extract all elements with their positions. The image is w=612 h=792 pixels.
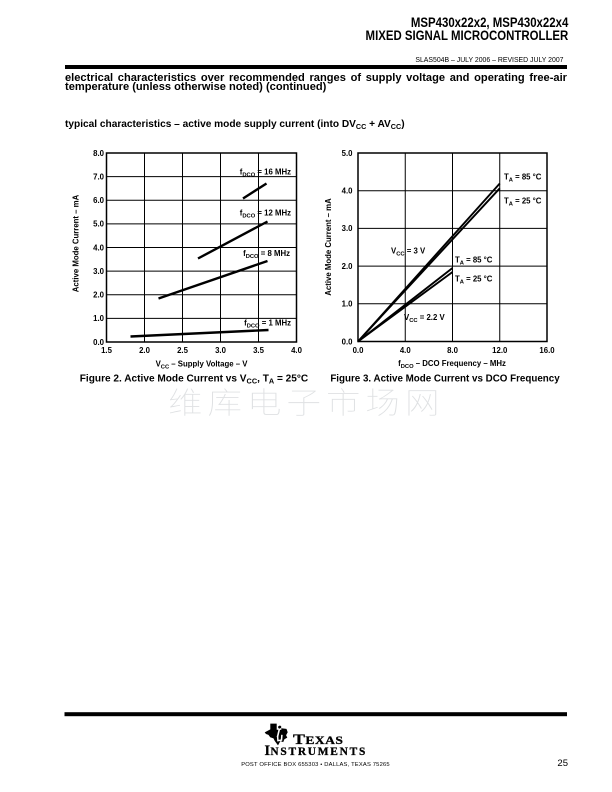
svg-text:0.0: 0.0 [353, 346, 365, 355]
svg-text:Active Mode Current – mA: Active Mode Current – mA [324, 198, 333, 296]
svg-text:Active Mode Current – mA: Active Mode Current – mA [72, 194, 81, 292]
svg-text:16.0: 16.0 [539, 346, 555, 355]
svg-text:2.0: 2.0 [342, 262, 354, 271]
svg-text:fDCO = 16 MHz: fDCO = 16 MHz [240, 168, 291, 179]
svg-text:1.0: 1.0 [342, 300, 354, 309]
svg-text:fDCO – DCO Frequency – MHz: fDCO – DCO Frequency – MHz [398, 359, 506, 370]
svg-text:6.0: 6.0 [93, 196, 105, 205]
svg-text:fDCO = 1 MHz: fDCO = 1 MHz [244, 319, 291, 330]
svg-text:4.0: 4.0 [342, 187, 354, 196]
svg-text:TA = 25 °C: TA = 25 °C [504, 197, 542, 208]
svg-text:8.0: 8.0 [93, 149, 105, 158]
svg-text:2.0: 2.0 [139, 346, 151, 355]
svg-text:3.0: 3.0 [342, 224, 354, 233]
svg-text:5.0: 5.0 [93, 220, 105, 229]
svg-text:1.0: 1.0 [93, 314, 105, 323]
svg-text:4.0: 4.0 [400, 346, 412, 355]
svg-text:4.0: 4.0 [93, 243, 105, 252]
svg-text:TA = 85 °C: TA = 85 °C [455, 256, 493, 267]
svg-text:7.0: 7.0 [93, 172, 105, 181]
svg-text:3.0: 3.0 [215, 346, 227, 355]
svg-text:fDCO = 8 MHz: fDCO = 8 MHz [243, 249, 290, 260]
svg-text:5.0: 5.0 [342, 149, 354, 158]
svg-text:VCC = 2.2 V: VCC = 2.2 V [404, 313, 445, 324]
svg-text:4.0: 4.0 [291, 346, 303, 355]
svg-text:0.0: 0.0 [93, 338, 105, 347]
svg-text:2.5: 2.5 [177, 346, 189, 355]
svg-text:0.0: 0.0 [342, 337, 354, 346]
svg-text:3.5: 3.5 [253, 346, 265, 355]
svg-text:8.0: 8.0 [447, 346, 459, 355]
svg-text:3.0: 3.0 [93, 267, 105, 276]
svg-text:Figure 3. Active Mode Current: Figure 3. Active Mode Current vs DCO Fre… [330, 374, 560, 385]
svg-text:TA = 85 °C: TA = 85 °C [504, 173, 542, 184]
svg-text:2.0: 2.0 [93, 291, 105, 300]
svg-text:TA = 25 °C: TA = 25 °C [455, 275, 493, 286]
svg-text:1.5: 1.5 [101, 346, 113, 355]
svg-text:12.0: 12.0 [492, 346, 508, 355]
svg-text:VCC = 3 V: VCC = 3 V [391, 247, 426, 258]
svg-text:Figure 2. Active Mode Current: Figure 2. Active Mode Current vs VCC, TA… [80, 373, 309, 385]
svg-text:VCC – Supply Voltage – V: VCC – Supply Voltage – V [156, 360, 249, 371]
svg-text:fDCO = 12 MHz: fDCO = 12 MHz [240, 209, 291, 220]
